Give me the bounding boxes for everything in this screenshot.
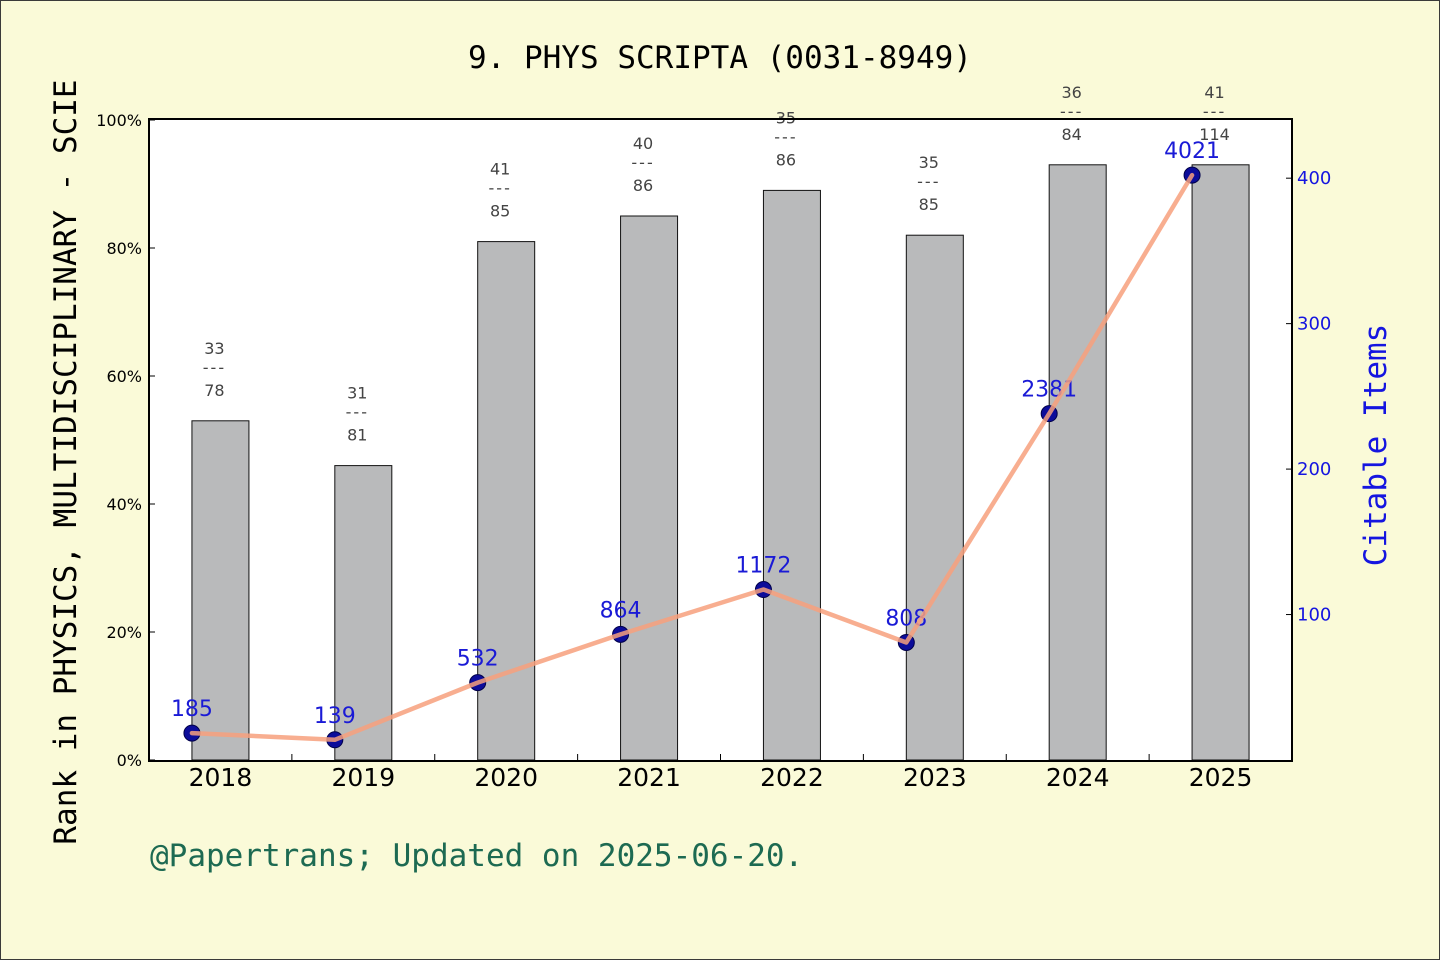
x-tick-label: 2023: [903, 763, 967, 792]
rank-bar-series: [191, 164, 1250, 761]
y2-axis-label: Citable Items: [1358, 324, 1394, 567]
rank-numerator: 41: [490, 160, 510, 179]
rank-divider: ---: [631, 153, 654, 172]
citable-items-data-label: 4021: [1164, 139, 1220, 164]
citable-items-data-label: 864: [600, 598, 642, 623]
citable-items-line-layer: [189, 172, 1195, 743]
x-tick-label: 2018: [189, 763, 253, 792]
x-tick-label: 2021: [617, 763, 681, 792]
chart-title: 9. PHYS SCRIPTA (0031-8949): [468, 40, 972, 76]
rank-denominator: 86: [776, 150, 796, 169]
citable-items-data-label: 139: [314, 704, 356, 729]
y-tick-label: 20%: [106, 623, 142, 642]
rank-bar: [334, 465, 393, 761]
rank-denominator: 114: [1199, 125, 1230, 144]
rank-numerator: 31: [347, 384, 367, 403]
x-tick-label: 2022: [760, 763, 824, 792]
y-tick-label: 80%: [106, 239, 142, 258]
rank-bar: [1048, 164, 1107, 761]
plot-frame: [148, 118, 1293, 762]
rank-numerator: 40: [633, 134, 653, 153]
rank-bar: [477, 241, 536, 761]
x-tick-label: 2025: [1189, 763, 1253, 792]
y-tick-label: 40%: [106, 495, 142, 514]
rank-divider: ---: [1060, 102, 1083, 121]
y2-tick-label: 400: [1297, 168, 1331, 189]
citable-items-data-label: 1172: [735, 554, 791, 579]
rank-numerator: 35: [919, 153, 939, 172]
y-tick-label: 0%: [117, 751, 142, 770]
rank-numerator: 33: [204, 339, 224, 358]
rank-denominator: 84: [1062, 125, 1082, 144]
y-tick-label: 60%: [106, 367, 142, 386]
y-tick-label: 100%: [96, 111, 142, 130]
rank-numerator: 36: [1062, 83, 1082, 102]
citable-items-line: [189, 172, 1195, 743]
x-tick-label: 2024: [1046, 763, 1110, 792]
rank-divider: ---: [346, 403, 369, 422]
rank-denominator: 85: [490, 202, 510, 221]
rank-divider: ---: [774, 127, 797, 146]
rank-bar: [762, 189, 821, 761]
rank-denominator: 86: [633, 176, 653, 195]
rank-divider: ---: [1203, 102, 1226, 121]
x-tick-label: 2019: [332, 763, 396, 792]
rank-denominator: 85: [919, 195, 939, 214]
citable-items-data-label: 532: [457, 647, 499, 672]
y-axis-label: Rank in PHYSICS, MULTIDISCIPLINARY - SCI…: [48, 79, 84, 844]
rank-bar: [620, 215, 679, 761]
rank-bar: [1191, 164, 1250, 761]
plot-area: [149, 119, 1292, 761]
rank-denominator: 81: [347, 426, 367, 445]
rank-numerator: 41: [1204, 83, 1224, 102]
x-tick-label: 2020: [474, 763, 538, 792]
rank-divider: ---: [489, 179, 512, 198]
rank-numerator: 35: [776, 108, 796, 127]
footer-credit: @Papertrans; Updated on 2025-06-20.: [150, 838, 803, 874]
y2-tick-label: 200: [1297, 459, 1331, 480]
citable-items-data-label: 185: [171, 697, 213, 722]
rank-bar: [191, 420, 250, 761]
rank-bar: [905, 234, 964, 761]
rank-divider: ---: [203, 358, 226, 377]
axes: 0% 20% 40% 60% 80% 100% 100 200 300 400 2018 2019 20…: [96, 111, 1331, 792]
y2-tick-label: 300: [1297, 314, 1331, 335]
rank-divider: ---: [917, 172, 940, 191]
rank-denominator: 78: [204, 381, 224, 400]
y2-tick-label: 100: [1297, 605, 1331, 626]
